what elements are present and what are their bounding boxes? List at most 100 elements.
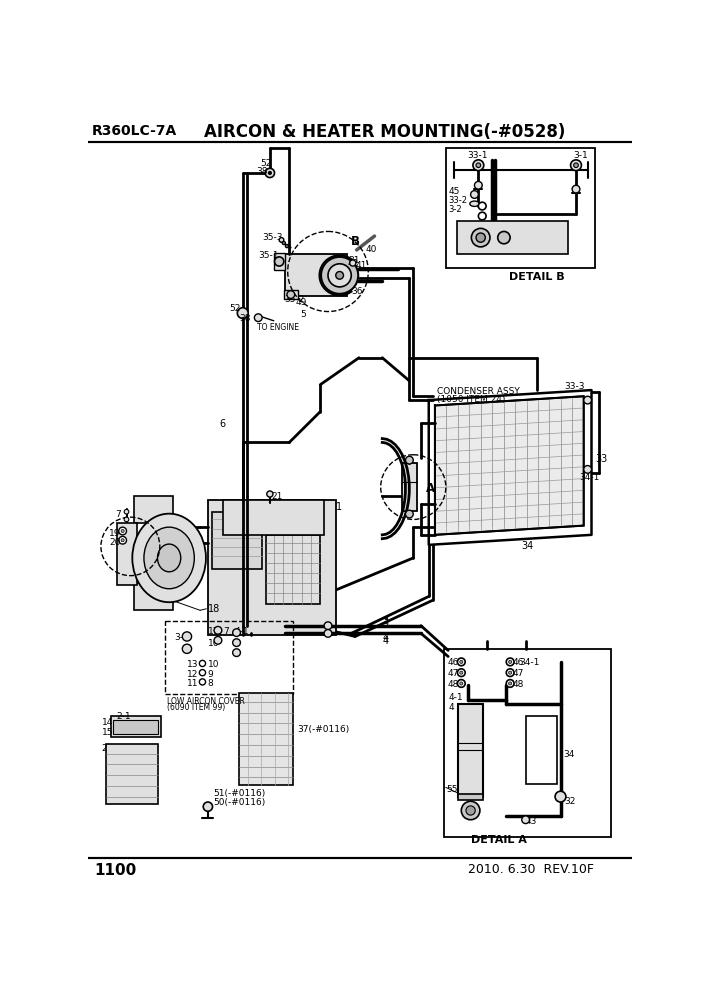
Text: 52: 52 xyxy=(260,159,272,168)
Text: DETAIL A: DETAIL A xyxy=(470,835,526,845)
Ellipse shape xyxy=(132,514,206,602)
Ellipse shape xyxy=(470,201,479,206)
Circle shape xyxy=(506,680,514,687)
Bar xyxy=(134,582,173,609)
Bar xyxy=(165,621,293,694)
Circle shape xyxy=(475,182,482,189)
Circle shape xyxy=(458,658,465,666)
Circle shape xyxy=(522,815,529,823)
Circle shape xyxy=(214,627,222,634)
Text: 4: 4 xyxy=(448,702,453,711)
Circle shape xyxy=(476,233,485,242)
Text: 18: 18 xyxy=(208,604,220,614)
Text: 2010. 6.30  REV.10F: 2010. 6.30 REV.10F xyxy=(468,863,593,876)
Circle shape xyxy=(466,806,475,815)
Ellipse shape xyxy=(157,544,180,571)
Text: 3: 3 xyxy=(383,616,388,626)
Text: 5: 5 xyxy=(300,310,306,319)
Bar xyxy=(111,716,161,737)
Circle shape xyxy=(237,308,249,318)
Circle shape xyxy=(199,661,206,667)
Circle shape xyxy=(460,672,463,675)
Circle shape xyxy=(274,257,284,266)
Circle shape xyxy=(214,637,222,644)
Circle shape xyxy=(473,160,484,171)
Text: 1100: 1100 xyxy=(94,863,136,878)
Circle shape xyxy=(124,517,129,522)
Circle shape xyxy=(584,465,592,473)
Circle shape xyxy=(506,658,514,666)
Circle shape xyxy=(232,639,240,647)
Text: 11: 11 xyxy=(187,679,199,687)
Circle shape xyxy=(321,257,358,294)
Circle shape xyxy=(336,272,343,279)
Circle shape xyxy=(203,802,213,811)
Text: DETAIL B: DETAIL B xyxy=(508,272,564,282)
Circle shape xyxy=(508,661,512,664)
Text: 35-3: 35-3 xyxy=(262,233,283,242)
Text: 6: 6 xyxy=(220,420,225,430)
Bar xyxy=(444,649,611,837)
Circle shape xyxy=(121,530,124,533)
Text: LOW AIRCON COVER: LOW AIRCON COVER xyxy=(167,696,245,705)
Text: 46: 46 xyxy=(512,658,524,667)
Text: 15: 15 xyxy=(102,728,113,737)
Text: 12: 12 xyxy=(187,670,199,679)
Text: 3: 3 xyxy=(383,618,388,628)
Circle shape xyxy=(282,241,286,245)
Text: 45: 45 xyxy=(448,186,460,195)
Circle shape xyxy=(328,264,351,287)
Circle shape xyxy=(324,622,332,630)
Bar xyxy=(458,704,483,797)
Text: 48: 48 xyxy=(447,680,458,688)
Bar xyxy=(134,496,173,524)
Circle shape xyxy=(350,260,356,266)
Text: AIRCON & HEATER MOUNTING(-#0528): AIRCON & HEATER MOUNTING(-#0528) xyxy=(204,123,565,141)
Bar xyxy=(266,535,320,604)
Text: 35-2: 35-2 xyxy=(284,295,304,304)
Text: 7: 7 xyxy=(115,510,121,519)
Text: 4-1: 4-1 xyxy=(235,627,250,636)
Text: 38: 38 xyxy=(256,167,267,176)
Text: 51(-#0116): 51(-#0116) xyxy=(213,789,265,798)
Text: 20: 20 xyxy=(110,538,121,547)
Text: 4: 4 xyxy=(383,634,388,644)
Text: 36: 36 xyxy=(351,287,363,296)
Text: 46: 46 xyxy=(447,658,458,667)
Text: 43: 43 xyxy=(526,817,537,826)
Circle shape xyxy=(232,629,240,637)
Text: 2: 2 xyxy=(102,744,107,753)
Circle shape xyxy=(574,163,578,168)
Circle shape xyxy=(476,163,481,168)
Bar xyxy=(446,148,595,268)
Circle shape xyxy=(460,661,463,664)
Text: 21: 21 xyxy=(272,492,283,501)
Text: (6090 ITEM 99): (6090 ITEM 99) xyxy=(167,703,225,712)
Circle shape xyxy=(286,245,289,248)
Text: 7: 7 xyxy=(223,627,229,636)
Bar xyxy=(286,254,347,297)
Text: 42: 42 xyxy=(347,259,359,268)
Circle shape xyxy=(458,680,465,687)
Bar xyxy=(402,463,417,511)
Text: 3-2: 3-2 xyxy=(448,205,462,214)
Text: 34: 34 xyxy=(522,541,534,551)
Bar xyxy=(223,500,324,535)
Text: 4: 4 xyxy=(383,637,388,647)
Text: 34-1: 34-1 xyxy=(579,473,600,482)
Text: 8: 8 xyxy=(208,679,213,687)
Text: 32: 32 xyxy=(564,797,576,806)
Text: 4-1: 4-1 xyxy=(448,692,463,701)
Text: 3-1: 3-1 xyxy=(574,151,588,160)
Text: TO ENGINE: TO ENGINE xyxy=(257,323,298,332)
Text: A: A xyxy=(426,482,435,495)
Circle shape xyxy=(460,682,463,685)
Text: 2-1: 2-1 xyxy=(117,712,131,721)
Bar xyxy=(274,253,286,270)
Bar xyxy=(208,500,336,635)
Text: 49: 49 xyxy=(296,299,307,308)
Circle shape xyxy=(119,527,126,535)
Text: 3-3: 3-3 xyxy=(175,634,190,643)
Text: B: B xyxy=(351,235,360,248)
Circle shape xyxy=(232,649,240,657)
